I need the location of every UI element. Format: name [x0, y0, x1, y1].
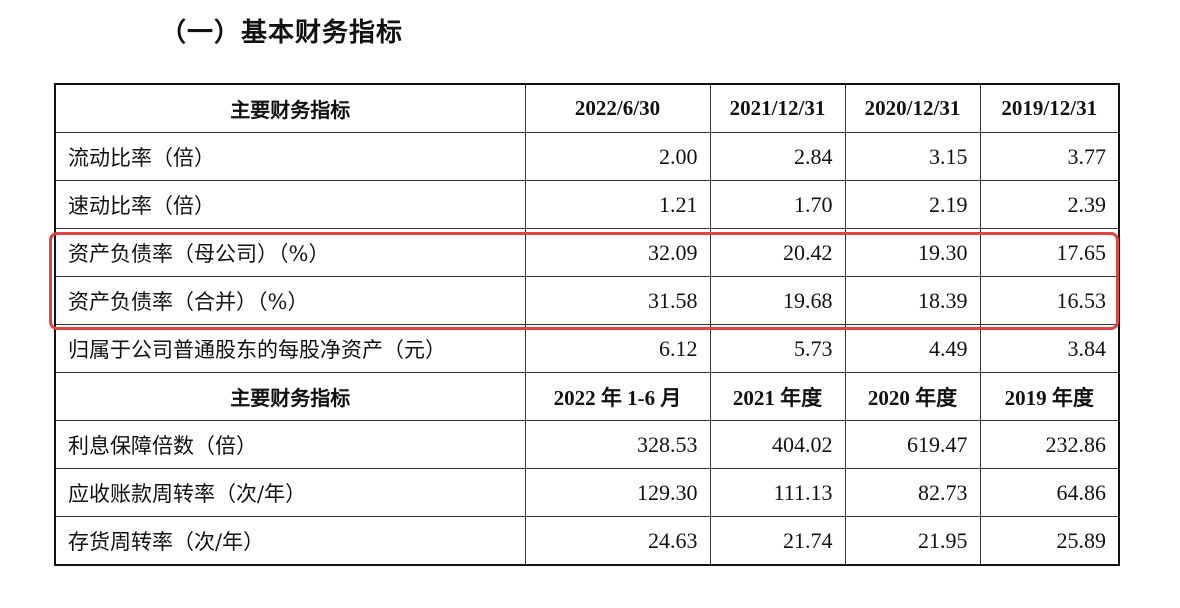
row-label: 流动比率（倍）	[54, 132, 526, 181]
financial-indicators-table: 主要财务指标 2022/6/30 2021/12/31 2020/12/31 2…	[54, 83, 1120, 566]
value-cell: 3.84	[979, 324, 1120, 373]
value-cell: 4.49	[844, 324, 981, 373]
value-cell: 5.73	[709, 324, 846, 373]
value-cell: 21.74	[709, 516, 846, 566]
value-cell: 232.86	[979, 420, 1120, 469]
header-cell: 2022/6/30	[524, 83, 711, 133]
row-label: 利息保障倍数（倍）	[54, 420, 526, 469]
header-cell: 主要财务指标	[54, 83, 526, 133]
table-row: 资产负债率（合并）（%） 31.58 19.68 18.39 16.53	[54, 276, 1120, 325]
value-cell: 2.39	[979, 180, 1120, 229]
row-label: 资产负债率（母公司）（%）	[54, 228, 526, 277]
value-cell: 111.13	[709, 468, 846, 517]
value-cell: 129.30	[524, 468, 711, 517]
row-label: 速动比率（倍）	[54, 180, 526, 229]
value-cell: 25.89	[979, 516, 1120, 566]
value-cell: 3.15	[844, 132, 981, 181]
value-cell: 619.47	[844, 420, 981, 469]
value-cell: 328.53	[524, 420, 711, 469]
header-cell: 主要财务指标	[54, 372, 526, 421]
header-cell: 2019 年度	[979, 372, 1120, 421]
value-cell: 6.12	[524, 324, 711, 373]
value-cell: 19.68	[709, 276, 846, 325]
value-cell: 32.09	[524, 228, 711, 277]
row-label: 资产负债率（合并）（%）	[54, 276, 526, 325]
value-cell: 1.70	[709, 180, 846, 229]
value-cell: 2.19	[844, 180, 981, 229]
row-label: 应收账款周转率（次/年）	[54, 468, 526, 517]
row-label: 归属于公司普通股东的每股净资产（元）	[54, 324, 526, 373]
value-cell: 16.53	[979, 276, 1120, 325]
value-cell: 64.86	[979, 468, 1120, 517]
header-cell: 2020/12/31	[844, 83, 981, 133]
value-cell: 3.77	[979, 132, 1120, 181]
table-row: 速动比率（倍） 1.21 1.70 2.19 2.39	[54, 180, 1120, 229]
header-cell: 2022 年 1-6 月	[524, 372, 711, 421]
table-header-row: 主要财务指标 2022 年 1-6 月 2021 年度 2020 年度 2019…	[54, 372, 1120, 421]
value-cell: 21.95	[844, 516, 981, 566]
section-title: （一）基本财务指标	[160, 18, 404, 48]
value-cell: 31.58	[524, 276, 711, 325]
table-row: 流动比率（倍） 2.00 2.84 3.15 3.77	[54, 132, 1120, 181]
value-cell: 24.63	[524, 516, 711, 566]
value-cell: 82.73	[844, 468, 981, 517]
header-cell: 2021 年度	[709, 372, 846, 421]
value-cell: 2.00	[524, 132, 711, 181]
value-cell: 1.21	[524, 180, 711, 229]
table-row: 利息保障倍数（倍） 328.53 404.02 619.47 232.86	[54, 420, 1120, 469]
table-row: 存货周转率（次/年） 24.63 21.74 21.95 25.89	[54, 516, 1120, 566]
value-cell: 404.02	[709, 420, 846, 469]
table-header-row: 主要财务指标 2022/6/30 2021/12/31 2020/12/31 2…	[54, 83, 1120, 133]
value-cell: 17.65	[979, 228, 1120, 277]
row-label: 存货周转率（次/年）	[54, 516, 526, 566]
value-cell: 19.30	[844, 228, 981, 277]
value-cell: 20.42	[709, 228, 846, 277]
table-row: 应收账款周转率（次/年） 129.30 111.13 82.73 64.86	[54, 468, 1120, 517]
header-cell: 2021/12/31	[709, 83, 846, 133]
table-row: 资产负债率（母公司）（%） 32.09 20.42 19.30 17.65	[54, 228, 1120, 277]
value-cell: 18.39	[844, 276, 981, 325]
value-cell: 2.84	[709, 132, 846, 181]
table-row: 归属于公司普通股东的每股净资产（元） 6.12 5.73 4.49 3.84	[54, 324, 1120, 373]
header-cell: 2020 年度	[844, 372, 981, 421]
header-cell: 2019/12/31	[979, 83, 1120, 133]
